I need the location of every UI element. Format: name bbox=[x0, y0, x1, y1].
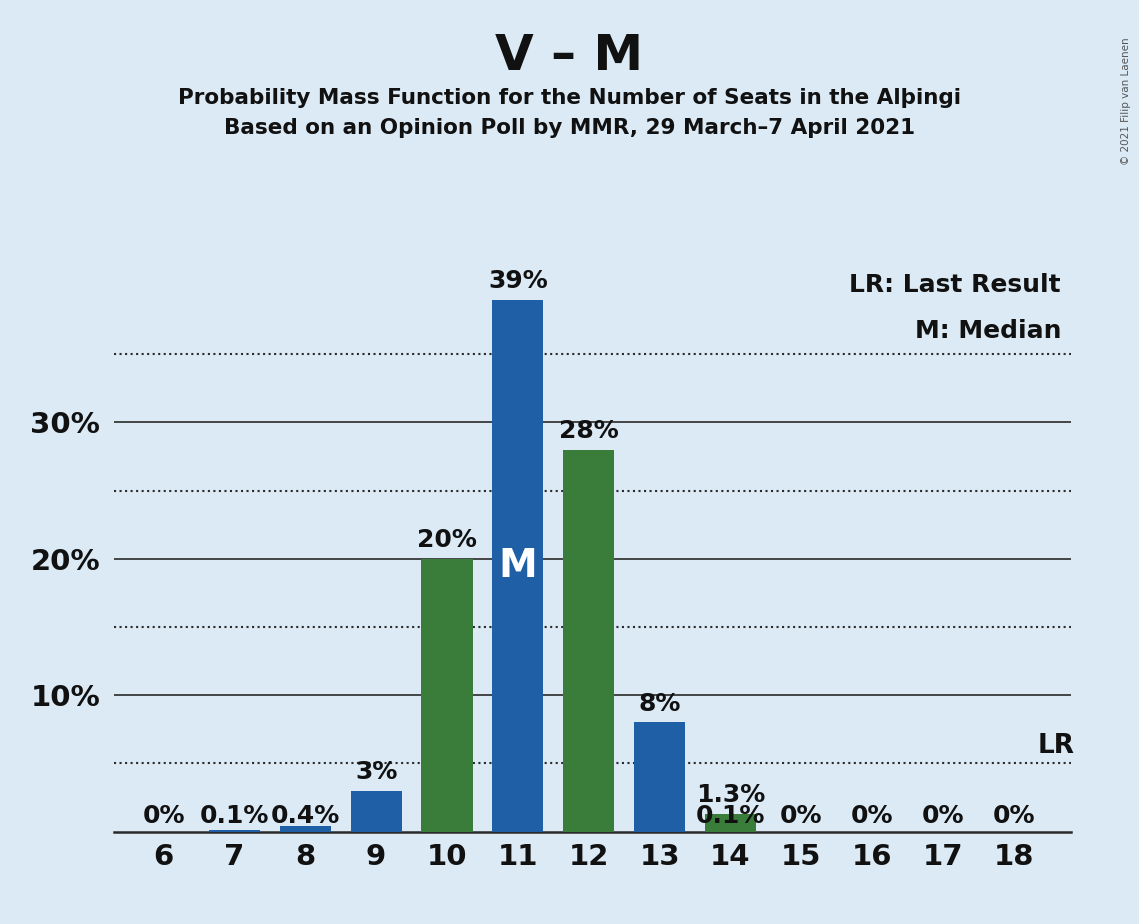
Bar bbox=[280, 826, 330, 832]
Text: 0%: 0% bbox=[851, 804, 893, 828]
Bar bbox=[351, 791, 402, 832]
Bar bbox=[705, 814, 756, 832]
Text: M: Median: M: Median bbox=[915, 319, 1062, 343]
Text: 0%: 0% bbox=[993, 804, 1035, 828]
Bar bbox=[563, 450, 614, 832]
Text: Based on an Opinion Poll by MMR, 29 March–7 April 2021: Based on an Opinion Poll by MMR, 29 Marc… bbox=[224, 118, 915, 139]
Text: V – M: V – M bbox=[495, 32, 644, 80]
Text: 0.1%: 0.1% bbox=[696, 804, 765, 828]
Text: 3%: 3% bbox=[355, 760, 398, 784]
Bar bbox=[492, 299, 543, 832]
Text: Probability Mass Function for the Number of Seats in the Alþingi: Probability Mass Function for the Number… bbox=[178, 88, 961, 108]
Text: 8%: 8% bbox=[639, 692, 681, 716]
Text: 0.1%: 0.1% bbox=[199, 804, 269, 828]
Bar bbox=[208, 831, 260, 832]
Text: LR: LR bbox=[1038, 734, 1074, 760]
Text: 0.4%: 0.4% bbox=[271, 804, 339, 828]
Text: 0%: 0% bbox=[921, 804, 965, 828]
Text: 0%: 0% bbox=[142, 804, 185, 828]
Text: 28%: 28% bbox=[559, 419, 618, 443]
Text: © 2021 Filip van Laenen: © 2021 Filip van Laenen bbox=[1121, 37, 1131, 164]
Text: LR: Last Result: LR: Last Result bbox=[850, 274, 1062, 297]
Text: 20%: 20% bbox=[417, 528, 477, 552]
Text: 0%: 0% bbox=[780, 804, 822, 828]
Bar bbox=[705, 831, 756, 832]
Text: 39%: 39% bbox=[487, 269, 548, 293]
Text: 1.3%: 1.3% bbox=[696, 783, 765, 807]
Bar bbox=[634, 723, 686, 832]
Bar bbox=[421, 559, 473, 832]
Text: M: M bbox=[499, 547, 538, 585]
